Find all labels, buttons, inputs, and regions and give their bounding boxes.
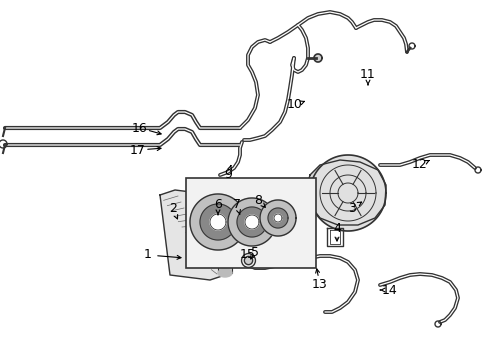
Text: 2: 2 bbox=[169, 202, 177, 216]
Text: 14: 14 bbox=[381, 284, 397, 297]
Text: 12: 12 bbox=[411, 158, 427, 171]
Polygon shape bbox=[209, 214, 225, 230]
Polygon shape bbox=[305, 160, 385, 225]
Text: 16: 16 bbox=[132, 122, 147, 135]
Bar bbox=[218, 218, 231, 273]
Text: 4: 4 bbox=[332, 221, 340, 234]
Text: 3: 3 bbox=[347, 202, 355, 215]
Bar bbox=[185, 178, 315, 268]
Polygon shape bbox=[309, 155, 385, 231]
Text: 15: 15 bbox=[240, 248, 255, 261]
Ellipse shape bbox=[218, 269, 231, 277]
Text: 1: 1 bbox=[144, 248, 152, 261]
Text: 8: 8 bbox=[253, 194, 262, 207]
Text: 17: 17 bbox=[130, 144, 145, 157]
Polygon shape bbox=[260, 200, 295, 236]
Polygon shape bbox=[200, 204, 236, 240]
Text: 9: 9 bbox=[224, 168, 231, 181]
Polygon shape bbox=[273, 214, 282, 222]
Text: 10: 10 bbox=[286, 99, 303, 112]
Text: 7: 7 bbox=[232, 198, 241, 211]
Polygon shape bbox=[190, 194, 245, 250]
Polygon shape bbox=[160, 190, 224, 280]
Ellipse shape bbox=[218, 214, 231, 222]
Text: 6: 6 bbox=[214, 198, 222, 211]
Polygon shape bbox=[237, 207, 266, 237]
Polygon shape bbox=[267, 208, 287, 228]
Polygon shape bbox=[227, 198, 275, 246]
Polygon shape bbox=[313, 54, 321, 62]
Text: 11: 11 bbox=[359, 68, 375, 81]
Text: 5: 5 bbox=[250, 246, 259, 258]
Text: 13: 13 bbox=[311, 279, 327, 292]
Polygon shape bbox=[244, 215, 259, 229]
